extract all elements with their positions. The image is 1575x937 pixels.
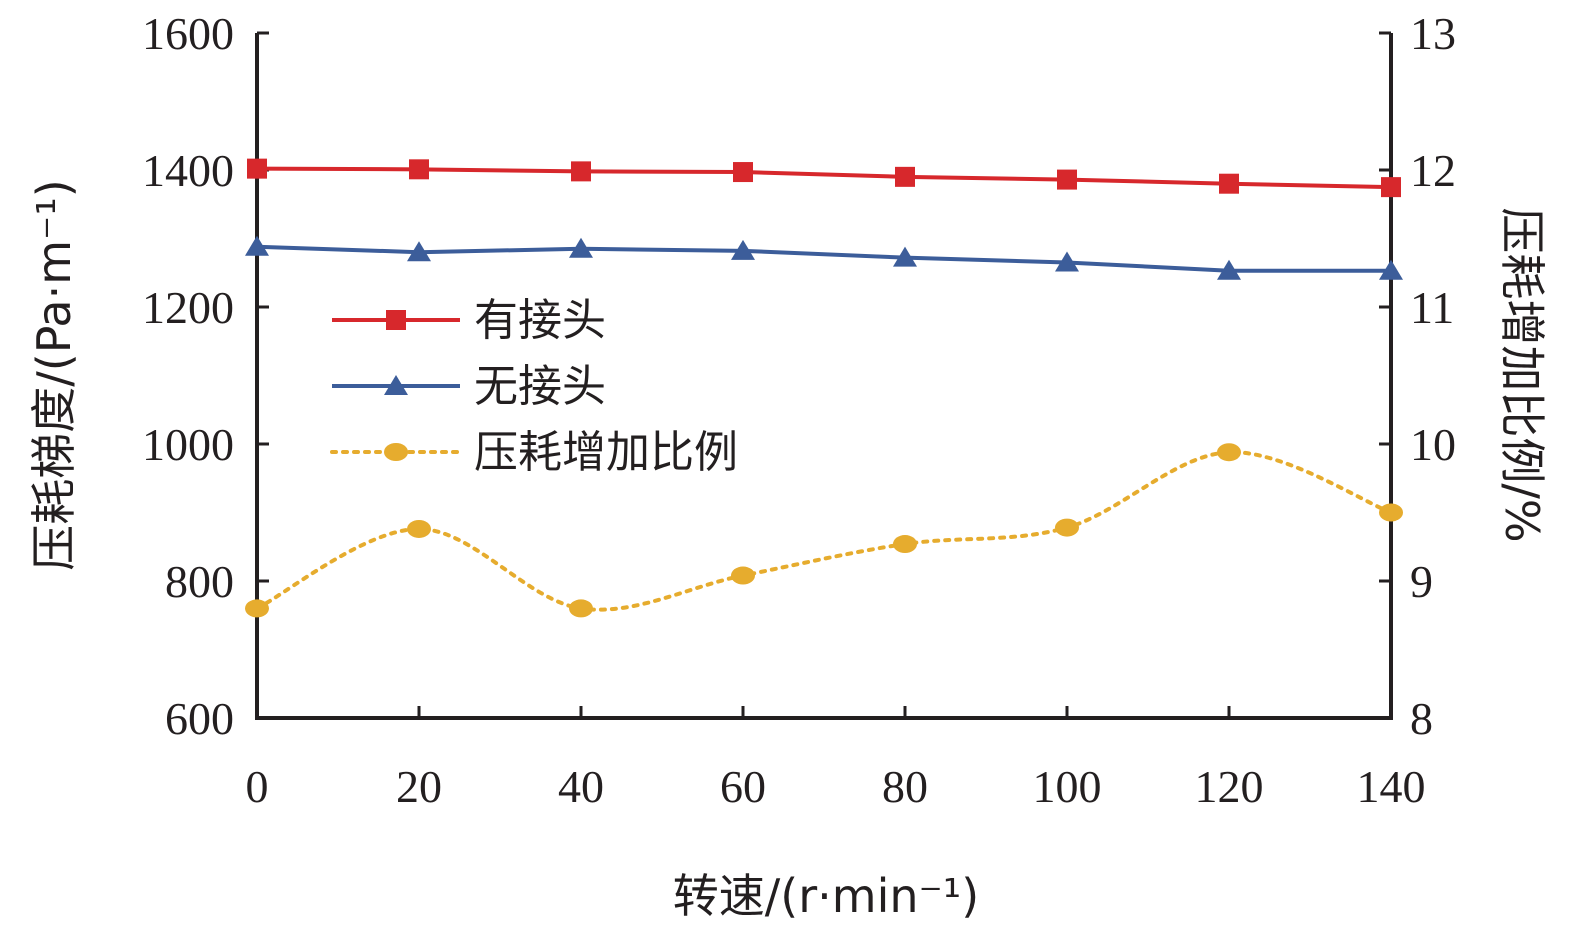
series-1	[247, 158, 1401, 198]
data-point	[571, 161, 591, 182]
series-3	[245, 443, 1403, 618]
series-2	[245, 235, 1403, 280]
data-point	[895, 166, 915, 187]
x-tick-label: 40	[558, 761, 604, 812]
data-point	[731, 239, 755, 260]
y-tick-label: 1400	[142, 145, 234, 196]
data-point	[1379, 259, 1403, 280]
y-tick-label: 1600	[142, 8, 234, 59]
y-axis-title: 压耗梯度/(Pa·m⁻¹)	[27, 179, 81, 570]
series-line	[255, 450, 1393, 612]
y2-axis-title: 压耗增加比例/%	[1495, 207, 1549, 542]
legend-marker	[384, 443, 408, 461]
x-tick-label: 140	[1357, 761, 1426, 812]
data-point	[1217, 443, 1241, 462]
y2-tick-label: 11	[1410, 282, 1454, 333]
data-point	[1055, 518, 1079, 537]
data-point	[1217, 259, 1241, 280]
legend-label: 有接头	[474, 295, 606, 346]
y-tick-label: 1200	[142, 282, 234, 333]
y2-tick-label: 13	[1410, 8, 1456, 59]
series-line	[256, 166, 1392, 190]
y2-tick-label: 8	[1410, 693, 1433, 744]
x-tick-label: 20	[396, 761, 442, 812]
data-point	[247, 158, 267, 179]
data-point	[733, 162, 753, 183]
data-point	[1055, 251, 1079, 272]
legend-marker	[384, 375, 408, 395]
x-tick-label: 100	[1033, 761, 1102, 812]
data-point	[893, 246, 917, 267]
series-line	[256, 244, 1391, 273]
x-tick-label: 120	[1195, 761, 1264, 812]
legend-label: 无接头	[474, 361, 606, 412]
data-point	[1381, 177, 1401, 198]
data-point	[409, 159, 429, 180]
y2-tick-label: 10	[1410, 419, 1456, 470]
x-tick-label: 60	[720, 761, 766, 812]
legend-label: 压耗增加比例	[474, 427, 738, 478]
data-point	[245, 599, 269, 618]
data-point	[245, 235, 269, 256]
legend-item: 压耗增加比例	[330, 427, 738, 478]
data-point	[407, 519, 431, 538]
x-tick-label: 0	[246, 761, 269, 812]
legend-item: 无接头	[332, 361, 606, 412]
y-tick-label: 1000	[142, 419, 234, 470]
series-layer	[245, 158, 1403, 618]
x-tick-label: 80	[882, 761, 928, 812]
legend-item: 有接头	[332, 295, 606, 346]
data-point	[1379, 503, 1403, 522]
y2-tick-label: 12	[1410, 145, 1456, 196]
data-point	[569, 599, 593, 618]
legend-marker	[386, 310, 406, 330]
x-axis-title: 转速/(r·min⁻¹)	[673, 869, 979, 923]
axes: 0 20 40 60 80 100 120 140 600 800 1000 1200 1400 1600…	[142, 8, 1456, 812]
data-point	[893, 535, 917, 554]
data-point	[1219, 173, 1239, 194]
data-point	[407, 241, 431, 262]
data-point	[569, 237, 593, 258]
data-point	[731, 566, 755, 585]
y2-tick-label: 9	[1410, 556, 1433, 607]
y-tick-label: 800	[165, 556, 234, 607]
data-point	[1057, 169, 1077, 190]
y-tick-label: 600	[165, 693, 234, 744]
